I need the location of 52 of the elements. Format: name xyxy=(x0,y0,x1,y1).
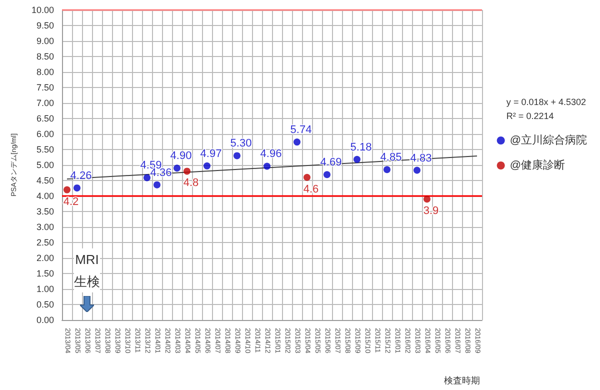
data-label: 4.8 xyxy=(183,177,199,190)
x-axis-title: 検査時期 xyxy=(444,376,480,386)
data-label: 3.9 xyxy=(423,205,439,218)
y-tick-label: 7.50 xyxy=(36,82,54,92)
y-tick-label: 1.50 xyxy=(36,268,54,278)
point xyxy=(64,186,70,194)
y-tick-label: 0.50 xyxy=(36,300,54,310)
point xyxy=(384,166,390,174)
point xyxy=(184,168,190,175)
data-label: 5.74 xyxy=(290,124,312,136)
y-tick-label: 3.00 xyxy=(36,222,54,232)
point xyxy=(324,171,330,178)
data-label: 5.30 xyxy=(230,138,252,150)
y-tick-label: 6.50 xyxy=(36,114,54,124)
data-label: 4.2 xyxy=(63,196,79,208)
text: y = 0.018x + 4.5302 R² = 0.2214 xyxy=(506,97,586,121)
data-label: 4.97 xyxy=(200,148,222,160)
y-tick-label: 4.50 xyxy=(36,176,54,186)
y-tick-label: 5.50 xyxy=(36,144,54,154)
data-label: 4.96 xyxy=(260,148,282,160)
y-tick-label: 0.00 xyxy=(36,315,54,325)
point xyxy=(304,174,310,181)
point xyxy=(74,184,80,192)
y-tick-label: 6.00 xyxy=(36,129,54,139)
point xyxy=(234,152,240,160)
point xyxy=(154,181,160,188)
y-tick-label: 9.00 xyxy=(36,36,54,46)
y-tick-label: 7.00 xyxy=(36,98,54,108)
y-tick-label: 8.50 xyxy=(36,52,54,62)
y-tick-label: 3.50 xyxy=(36,206,54,216)
point xyxy=(264,162,270,170)
y-tick-label: 2.00 xyxy=(36,253,54,263)
y-tick-label: 1.00 xyxy=(36,284,54,294)
point xyxy=(174,164,180,172)
point xyxy=(294,138,300,146)
annotation: MRI 生検 xyxy=(74,252,100,289)
point xyxy=(414,166,420,174)
y-tick-label: 10.00 xyxy=(31,5,54,15)
legend-label: @健康診断 xyxy=(510,158,566,172)
point xyxy=(204,162,210,170)
data-label: 4.90 xyxy=(170,150,192,162)
point xyxy=(354,156,360,163)
point xyxy=(424,196,430,203)
y-tick-label: 5.00 xyxy=(36,160,54,170)
data-label: 5.18 xyxy=(350,141,372,154)
point xyxy=(144,174,150,182)
y-tick-label: 4.00 xyxy=(36,191,54,201)
data-label: 4.6 xyxy=(303,183,319,196)
y-tick-label: 2.50 xyxy=(36,238,54,248)
y-tick-label: 8.00 xyxy=(36,67,54,77)
legend-label: @立川綜合病院 xyxy=(510,134,588,146)
y-tick-label: 9.50 xyxy=(36,20,54,30)
